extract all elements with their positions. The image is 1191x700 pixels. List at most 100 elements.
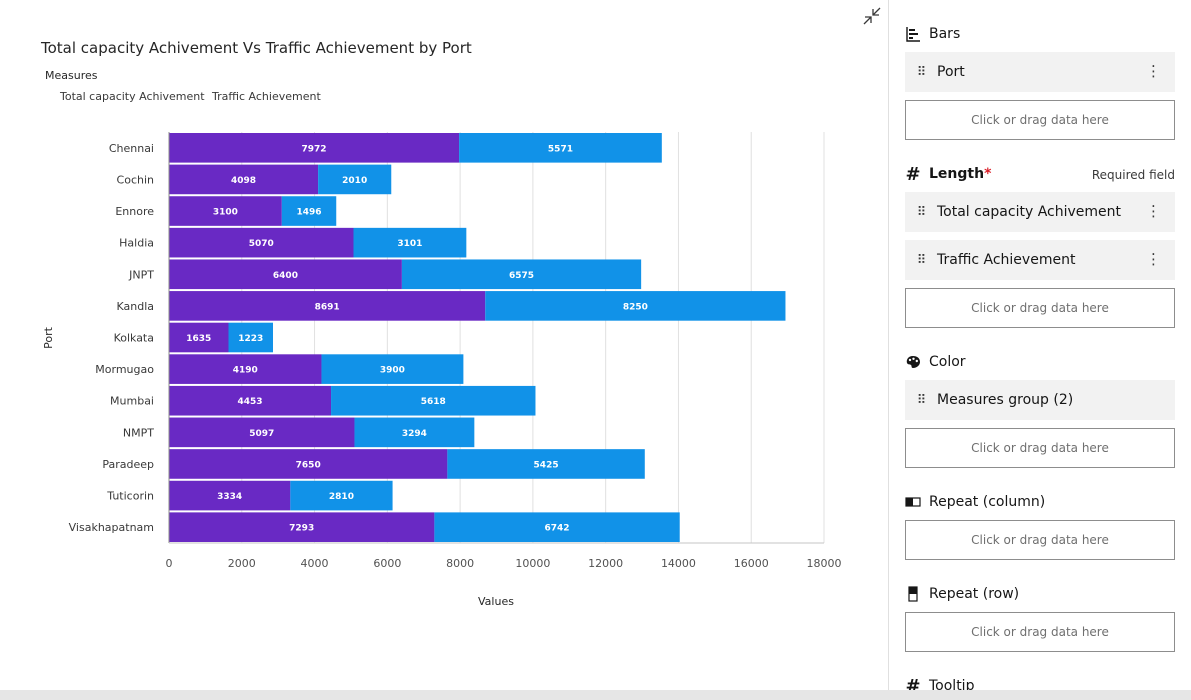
field-pill-port[interactable]: ⠿ Port ⋮: [905, 52, 1175, 92]
section-length-label: Length: [929, 166, 985, 182]
dropzone-color[interactable]: Click or drag data here: [905, 428, 1175, 468]
data-label-traffic: 2810: [329, 492, 354, 502]
section-bars: Bars: [905, 26, 960, 42]
category-label: Ennore: [115, 205, 154, 218]
y-axis-title: Port: [42, 326, 55, 348]
bar-traffic[interactable]: [331, 385, 536, 416]
horizontal-scrollbar[interactable]: [0, 690, 1191, 700]
x-tick-label: 14000: [661, 557, 696, 570]
data-label-traffic: 1223: [238, 334, 263, 344]
bar-traffic[interactable]: [401, 259, 642, 290]
axes: 0 2000 4000 6000 8000 10000 12000 14000 16000 180…: [42, 132, 842, 608]
chart-title: Total capacity Achivement Vs Traffic Ach…: [41, 39, 472, 57]
bar-total-capacity[interactable]: [169, 196, 282, 226]
bar-total-capacity[interactable]: [169, 227, 354, 258]
overflow-menu-icon[interactable]: ⋮: [1146, 250, 1161, 268]
dropzone-repeat-row[interactable]: Click or drag data here: [905, 612, 1175, 652]
bar-chart-icon: [905, 26, 921, 42]
x-tick-label: 18000: [807, 557, 842, 570]
drag-handle-icon[interactable]: ⠿: [916, 392, 927, 408]
panel-divider: [888, 0, 889, 690]
bar-total-capacity[interactable]: [169, 322, 229, 353]
field-pill-label: Measures group (2): [937, 392, 1074, 408]
field-pill-measures-group[interactable]: ⠿ Measures group (2): [905, 380, 1175, 420]
section-color: Color: [905, 354, 966, 370]
bar-traffic[interactable]: [318, 164, 392, 195]
data-label-traffic: 8250: [623, 302, 648, 312]
bar-traffic[interactable]: [459, 133, 662, 163]
bar-total-capacity[interactable]: [169, 291, 486, 321]
bar-total-capacity[interactable]: [169, 164, 319, 195]
dropzone-repeat-column[interactable]: Click or drag data here: [905, 520, 1175, 560]
data-label-traffic: 2010: [342, 176, 367, 186]
data-label-total-capacity: 8691: [315, 302, 340, 312]
bar-total-capacity[interactable]: [169, 385, 332, 416]
data-label-traffic: 5571: [548, 144, 573, 154]
x-tick-label: 4000: [301, 557, 329, 570]
data-labels: 7972 5571 4098 2010 3100 1496 5070 3101 6400 6575…: [186, 144, 648, 533]
category-label: Tuticorin: [106, 490, 154, 503]
data-label-traffic: 3900: [380, 366, 405, 376]
category-label: Kandla: [116, 300, 154, 313]
x-tick-label: 12000: [588, 557, 623, 570]
legend-item-traffic[interactable]: Traffic Achievement: [212, 90, 321, 103]
data-label-traffic: 3101: [397, 239, 422, 249]
legend-heading: Measures: [45, 69, 98, 82]
data-label-total-capacity: 1635: [186, 334, 211, 344]
drag-handle-icon[interactable]: ⠿: [916, 204, 927, 220]
required-field-note: Required field: [1091, 168, 1175, 182]
bar-chart: 7972 5571 4098 2010 3100 1496 5070 3101 6400 6575…: [42, 132, 842, 608]
field-pill-traffic[interactable]: ⠿ Traffic Achievement ⋮: [905, 240, 1175, 280]
section-repeat-column-label: Repeat (column): [929, 494, 1046, 510]
bar-traffic[interactable]: [447, 449, 645, 479]
bar-traffic[interactable]: [290, 480, 393, 511]
data-label-total-capacity: 6400: [273, 271, 298, 281]
chart-area: Total capacity Achivement Vs Traffic Ach…: [41, 6, 882, 608]
x-tick-label: 0: [166, 557, 173, 570]
dropzone-bars[interactable]: Click or drag data here: [905, 100, 1175, 140]
bar-traffic[interactable]: [228, 322, 273, 353]
field-pill-label: Traffic Achievement: [937, 252, 1076, 268]
bar-traffic[interactable]: [281, 196, 337, 226]
data-label-traffic: 5618: [421, 397, 446, 407]
hash-icon: #: [905, 163, 921, 185]
data-label-traffic: 5425: [534, 460, 559, 470]
bar-total-capacity[interactable]: [169, 480, 291, 511]
bar-total-capacity[interactable]: [169, 449, 448, 479]
bars[interactable]: [169, 133, 786, 542]
section-bars-label: Bars: [929, 26, 961, 42]
data-label-traffic: 3294: [402, 429, 427, 439]
field-pill-label: Total capacity Achivement: [937, 204, 1122, 220]
bar-traffic[interactable]: [485, 291, 786, 321]
section-repeat-column: Repeat (column): [905, 494, 1045, 510]
drag-handle-icon[interactable]: ⠿: [916, 252, 927, 268]
repeat-column-icon: [905, 494, 921, 510]
category-label: Haldia: [119, 237, 154, 250]
legend-item-total-capacity[interactable]: Total capacity Achivement: [60, 90, 205, 103]
dropzone-length[interactable]: Click or drag data here: [905, 288, 1175, 328]
overflow-menu-icon[interactable]: ⋮: [1146, 62, 1161, 80]
collapse-icon[interactable]: [862, 6, 882, 26]
data-label-total-capacity: 7972: [302, 144, 327, 154]
x-tick-label: 6000: [373, 557, 401, 570]
bar-total-capacity[interactable]: [169, 512, 435, 542]
bar-total-capacity[interactable]: [169, 259, 402, 290]
bar-total-capacity[interactable]: [169, 417, 355, 448]
drag-handle-icon[interactable]: ⠿: [916, 64, 927, 80]
x-tick-label: 16000: [734, 557, 769, 570]
category-label: Chennai: [109, 142, 154, 155]
overflow-menu-icon[interactable]: ⋮: [1146, 202, 1161, 220]
bar-total-capacity[interactable]: [169, 133, 460, 163]
category-label: NMPT: [123, 426, 154, 439]
data-label-total-capacity: 3334: [217, 492, 242, 502]
bar-traffic[interactable]: [354, 417, 475, 448]
data-label-total-capacity: 4453: [237, 397, 262, 407]
field-pill-total-capacity[interactable]: ⠿ Total capacity Achivement ⋮: [905, 192, 1175, 232]
bar-total-capacity[interactable]: [169, 354, 322, 384]
bar-traffic[interactable]: [321, 354, 464, 384]
data-label-traffic: 6575: [509, 271, 534, 281]
bar-traffic[interactable]: [353, 227, 467, 258]
bar-traffic[interactable]: [434, 512, 680, 542]
data-label-traffic: 6742: [545, 524, 570, 534]
field-pill-label: Port: [937, 64, 965, 80]
